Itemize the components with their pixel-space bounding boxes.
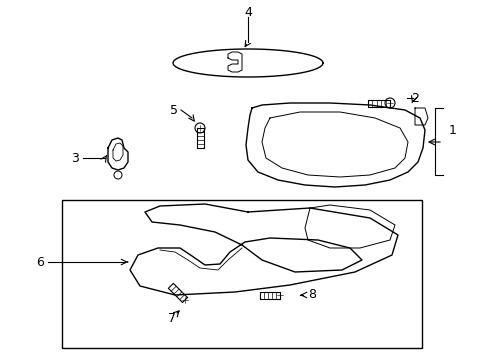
Text: 4: 4 bbox=[244, 5, 251, 18]
Text: 2: 2 bbox=[410, 91, 418, 104]
Text: 1: 1 bbox=[448, 123, 456, 136]
Text: 8: 8 bbox=[307, 288, 315, 302]
Text: 5: 5 bbox=[170, 104, 178, 117]
Text: 7: 7 bbox=[168, 311, 176, 324]
Text: 3: 3 bbox=[71, 152, 79, 165]
Bar bbox=[62, 200, 421, 348]
Text: 6: 6 bbox=[36, 256, 44, 269]
